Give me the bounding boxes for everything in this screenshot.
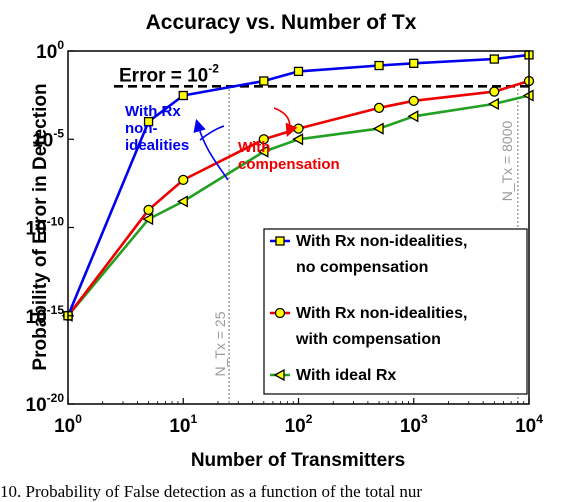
threshold-line: Error = 10-2 (114, 61, 529, 88)
chart-title: Accuracy vs. Number of Tx (146, 11, 417, 34)
annotation-red-line: With (238, 139, 270, 156)
legend: With Rx non-idealities, no compensation Wi… (263, 228, 528, 395)
y-tick-label: 10-10 (26, 215, 65, 240)
legend-label: With Rx non-idealities, (296, 305, 467, 322)
annotation-blue-line: non- (125, 120, 157, 137)
legend-marker-triangle (273, 368, 285, 382)
data-point-square (409, 58, 419, 68)
data-point-circle (143, 204, 154, 216)
x-axis-label: Number of Transmitters (191, 450, 405, 471)
data-point-triangle (257, 145, 269, 158)
data-point-triangle (372, 122, 384, 135)
threshold-label: Error = 10-2 (119, 61, 219, 86)
y-tick-label: 10-5 (32, 126, 64, 151)
y-axis-label: Probability of Error in Detection (30, 83, 51, 370)
x-tick-label: 100 (54, 412, 82, 437)
legend-marker-circle (274, 307, 286, 319)
x-tick-label: 101 (169, 412, 197, 437)
legend-label: With Rx non-idealities, (296, 233, 467, 250)
data-point-triangle (176, 195, 188, 208)
data-point-circle (489, 86, 500, 97)
data-point-triangle (292, 133, 304, 146)
vertical-line-label: N_Tx = 8000 (499, 121, 515, 202)
data-point-triangle (142, 212, 154, 226)
data-point-triangle (487, 97, 499, 111)
annotation-blue-line: idealities (125, 137, 189, 154)
data-point-triangle (407, 110, 419, 123)
x-tick-label: 104 (515, 412, 543, 437)
data-point-square (293, 66, 304, 77)
y-tick-label: 10-15 (26, 303, 65, 328)
annotation-red-line: compensation (238, 156, 340, 173)
vertical-line-label: N_Tx = 25 (212, 311, 228, 376)
y-tick-label: 10-20 (26, 391, 65, 416)
legend-marker-square (275, 236, 285, 246)
legend-box (263, 228, 528, 395)
data-point-square (374, 60, 384, 71)
data-point-circle (408, 95, 419, 106)
annotation-blue-line: With Rx (125, 103, 181, 120)
x-tick-label: 102 (285, 412, 313, 437)
legend-label: no compensation (296, 259, 428, 276)
x-tick-label: 103 (400, 412, 428, 437)
axis-ticks: 100 101 102 103 104 100 10-5 10-10 10-15 10-20 (26, 38, 544, 437)
legend-label: with compensation (295, 331, 441, 348)
data-point-square (489, 54, 499, 64)
plot-area: N_Tx = 25 N_Tx = 8000 Error = 10-2 With R… (26, 38, 544, 437)
legend-label: With ideal Rx (296, 367, 396, 384)
data-point-circle (258, 134, 269, 145)
data-point-circle (293, 123, 304, 134)
y-tick-label: 100 (36, 38, 64, 63)
data-point-circle (373, 102, 385, 114)
data-point-square (178, 90, 188, 101)
data-point-circle (178, 174, 189, 186)
data-point-square (143, 116, 154, 127)
annotation-red-arrow (273, 107, 298, 137)
annotation-blue-arrow-tail (199, 125, 225, 141)
data-point-square (259, 76, 269, 86)
annotation-blue-arrow (193, 118, 229, 181)
figure-caption: 10. Probability of False detection as a … (0, 482, 422, 501)
